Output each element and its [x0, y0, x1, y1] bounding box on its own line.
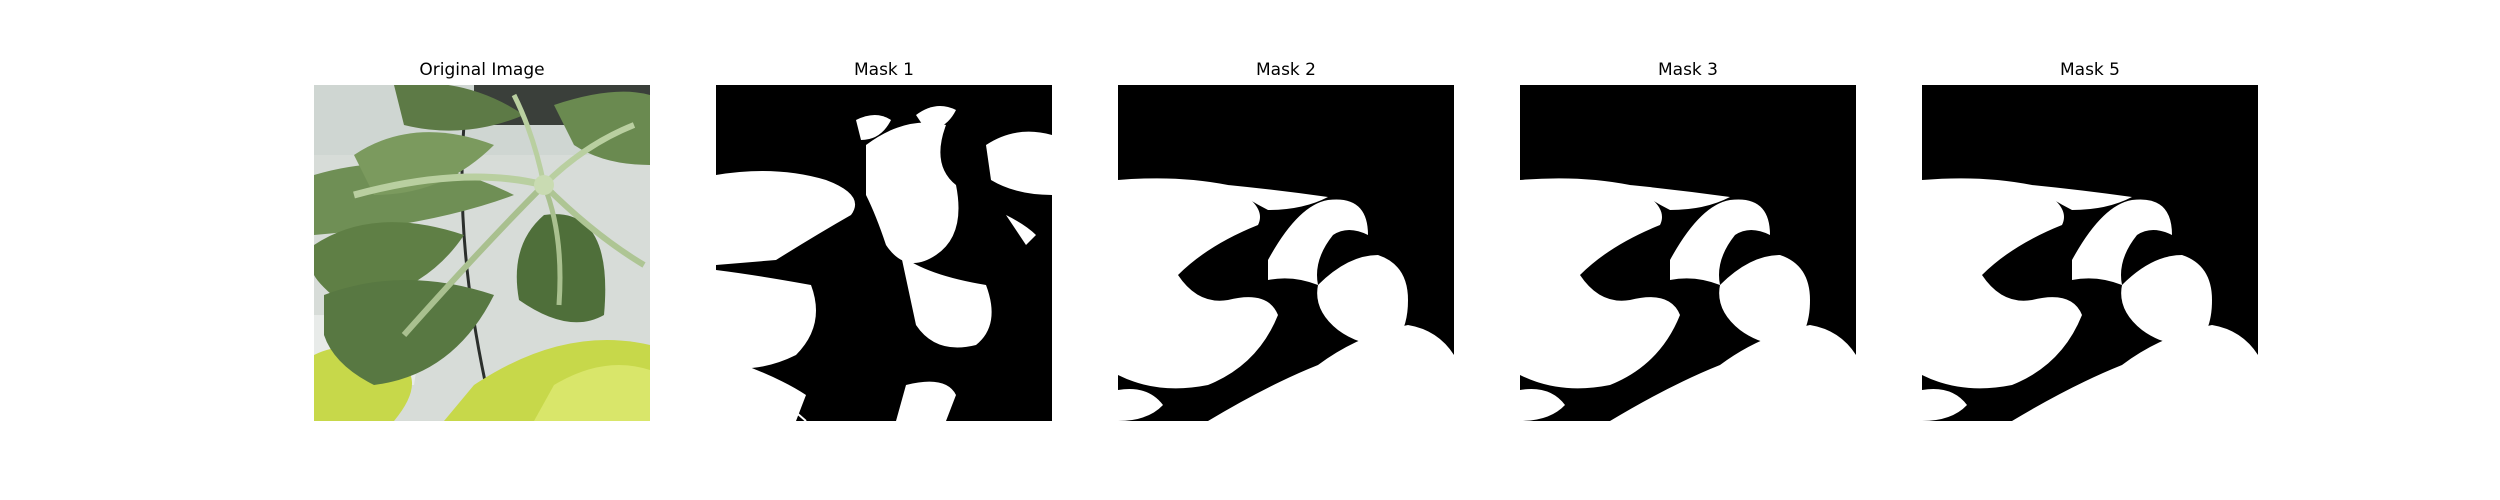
panel-title: Mask 2 [1255, 60, 1316, 80]
original-plant-image [314, 85, 650, 421]
mask-1-panel: Mask 1 [716, 0, 1052, 500]
mask-5-panel: Mask 5 [1922, 0, 2258, 500]
panel-title: Mask 1 [853, 60, 914, 80]
mask-3-image [1520, 85, 1856, 421]
mask-2-image [1118, 85, 1454, 421]
mask-2-panel: Mask 2 [1118, 0, 1454, 500]
mask-5-image [1922, 85, 2258, 421]
panel-title: Mask 3 [1657, 60, 1718, 80]
mask-3-panel: Mask 3 [1520, 0, 1856, 500]
panel-title: Mask 5 [2059, 60, 2120, 80]
original-image-panel: Original Image [314, 0, 650, 500]
mask-1-image [716, 85, 1052, 421]
panel-title: Original Image [419, 60, 545, 80]
